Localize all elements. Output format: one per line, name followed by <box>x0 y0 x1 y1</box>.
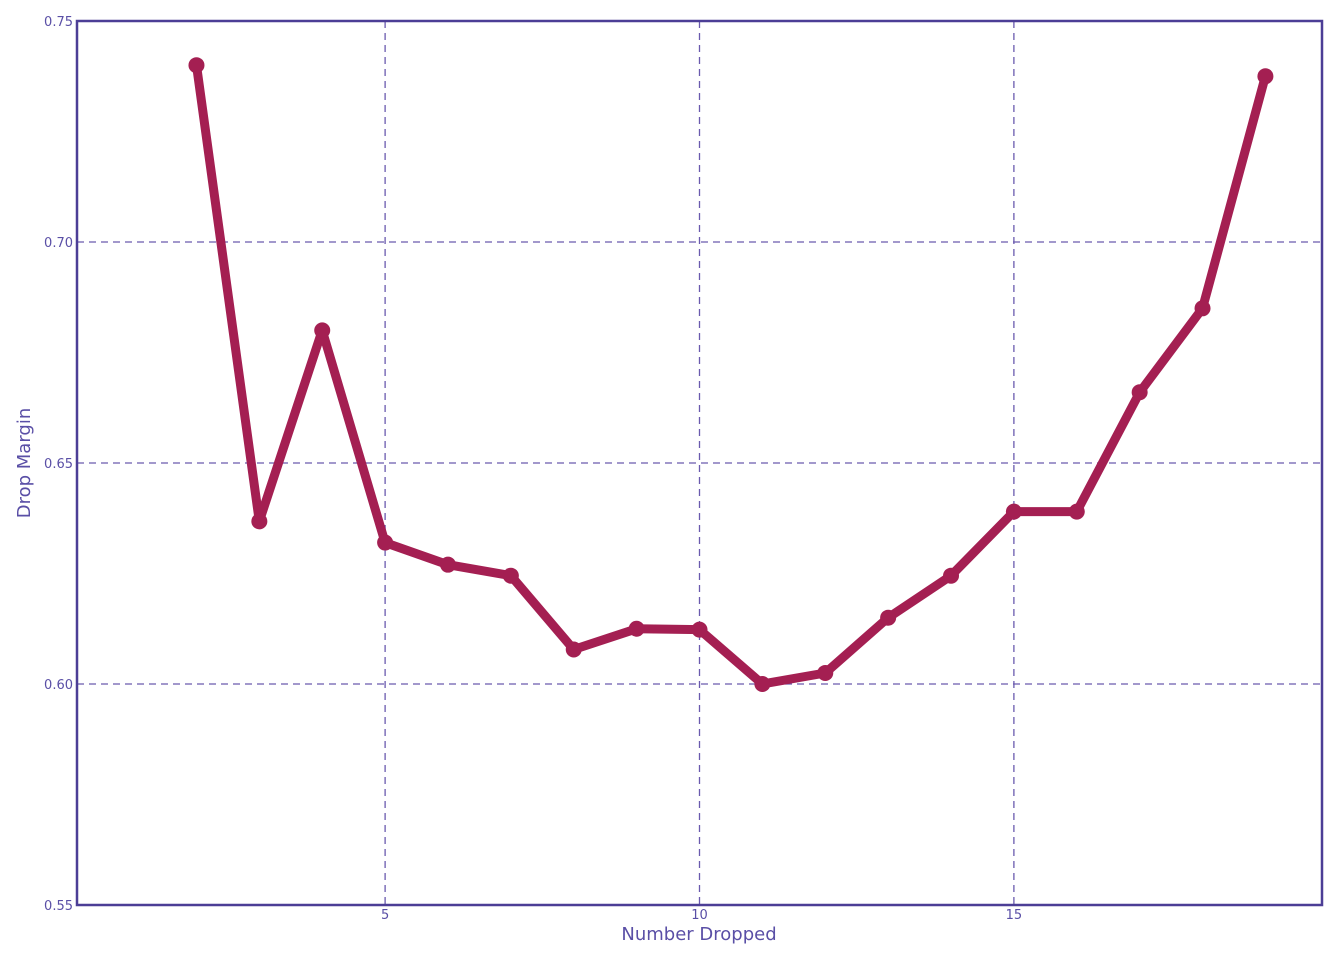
y-axis-tick-labels: 0.55 0.60 0.65 0.70 0.75 <box>44 15 73 914</box>
data-point <box>691 621 708 638</box>
data-point <box>1131 384 1148 401</box>
x-axis-title: Number Dropped <box>621 924 776 945</box>
plot-area-frame <box>75 19 1324 907</box>
series-line <box>188 57 1274 692</box>
data-point <box>817 664 834 681</box>
y-axis-title: Drop Margin <box>14 408 35 519</box>
data-point <box>439 556 456 573</box>
y-tick-label: 0.55 <box>44 899 73 914</box>
data-point <box>1005 503 1022 520</box>
data-point <box>188 57 205 74</box>
grid-lines <box>77 21 1322 905</box>
x-tick-label: 15 <box>1006 908 1023 923</box>
data-point <box>1068 503 1085 520</box>
data-point <box>1257 68 1274 85</box>
data-point <box>251 513 268 530</box>
data-point <box>1194 300 1211 317</box>
x-tick-label: 10 <box>691 908 708 923</box>
data-point <box>880 609 897 626</box>
data-point <box>943 567 960 584</box>
data-point <box>502 567 519 584</box>
y-tick-label: 0.75 <box>44 15 73 30</box>
series-line-path <box>192 60 1270 689</box>
x-tick-label: 5 <box>381 908 389 923</box>
y-tick-label: 0.70 <box>44 236 73 251</box>
x-axis-tick-labels: 5 10 15 <box>381 908 1022 923</box>
data-point <box>565 641 582 658</box>
y-tick-label: 0.65 <box>44 457 73 472</box>
data-point <box>628 620 645 637</box>
data-point <box>754 676 771 692</box>
data-point <box>314 322 331 339</box>
y-tick-label: 0.60 <box>44 678 73 693</box>
data-point <box>377 534 394 551</box>
